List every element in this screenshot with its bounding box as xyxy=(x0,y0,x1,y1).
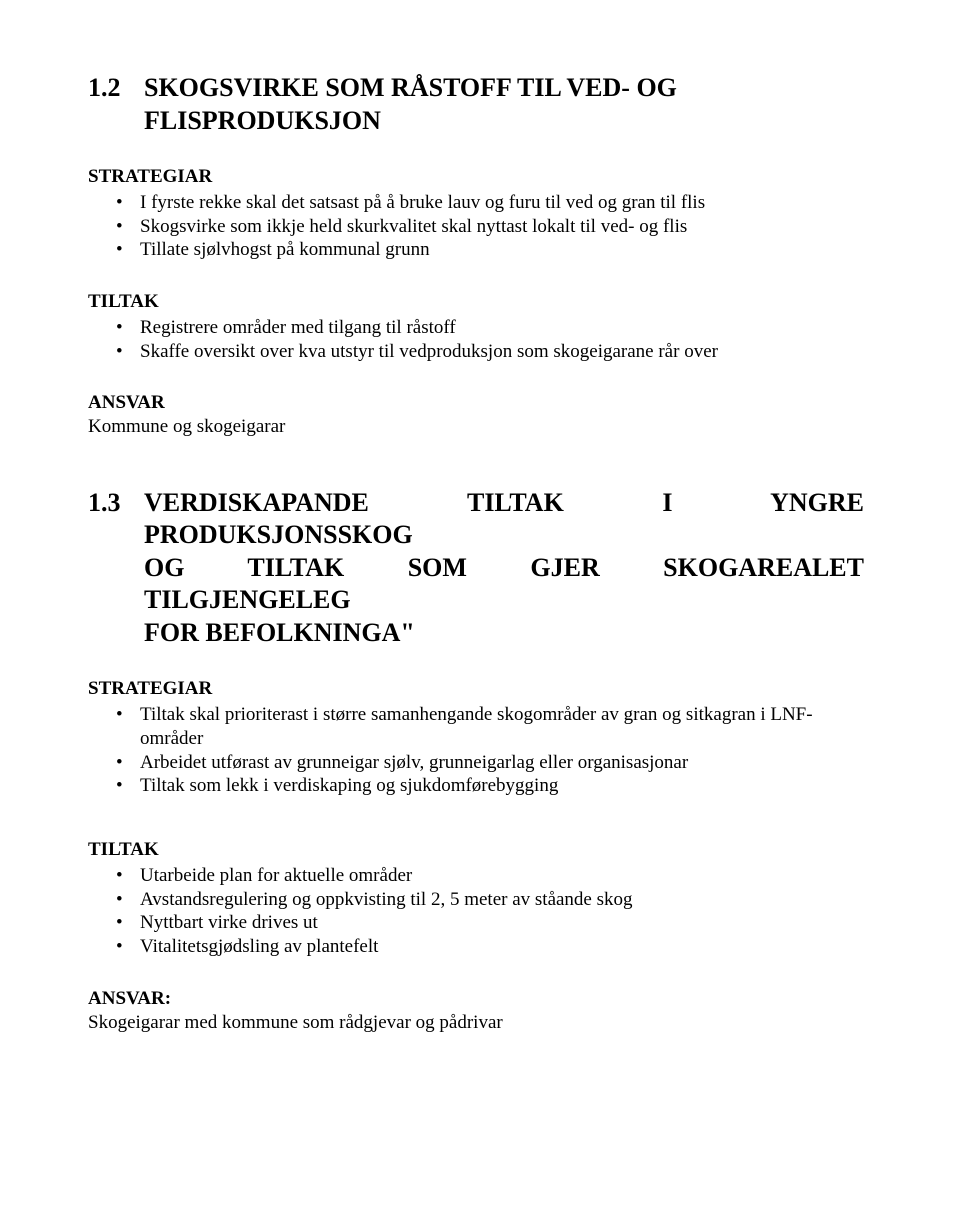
ansvar-block: ANSVAR Kommune og skogeigarar xyxy=(88,391,872,439)
tiltak-heading: TILTAK xyxy=(88,290,872,314)
list-item: Skogsvirke som ikkje held skurkvalitet s… xyxy=(116,215,872,239)
list-item: Avstandsregulering og oppkvisting til 2,… xyxy=(116,888,872,912)
list-item: Utarbeide plan for aktuelle områder xyxy=(116,864,872,888)
ansvar-heading: ANSVAR: xyxy=(88,987,872,1011)
strategiar-list: Tiltak skal prioriterast i større samanh… xyxy=(88,703,872,798)
section-number: 1.3 xyxy=(88,487,144,650)
list-item: I fyrste rekke skal det satsast på å bru… xyxy=(116,191,872,215)
strategiar-heading: STRATEGIAR xyxy=(88,677,872,701)
tiltak-list: Registrere områder med tilgang til råsto… xyxy=(88,316,872,364)
tiltak-heading: TILTAK xyxy=(88,838,872,862)
strategiar-block: STRATEGIAR Tiltak skal prioriterast i st… xyxy=(88,677,872,798)
list-item: Arbeidet utførast av grunneigar sjølv, g… xyxy=(116,751,872,775)
list-item: Vitalitetsgjødsling av plantefelt xyxy=(116,935,872,959)
tiltak-list: Utarbeide plan for aktuelle områder Avst… xyxy=(88,864,872,959)
list-item: Registrere områder med tilgang til råsto… xyxy=(116,316,872,340)
section-title-line: FOR BEFOLKNINGA" xyxy=(144,617,864,650)
list-item: Skaffe oversikt over kva utstyr til vedp… xyxy=(116,340,872,364)
list-item: Tillate sjølvhogst på kommunal grunn xyxy=(116,238,872,262)
section-heading-1-3: 1.3 VERDISKAPANDE TILTAK I YNGRE PRODUKS… xyxy=(88,487,872,650)
list-item: Tiltak som lekk i verdiskaping og sjukdo… xyxy=(116,774,872,798)
ansvar-block: ANSVAR: Skogeigarar med kommune som rådg… xyxy=(88,987,872,1035)
ansvar-text: Skogeigarar med kommune som rådgjevar og… xyxy=(88,1011,872,1035)
list-item: Nyttbart virke drives ut xyxy=(116,911,872,935)
strategiar-heading: STRATEGIAR xyxy=(88,165,872,189)
ansvar-heading: ANSVAR xyxy=(88,391,872,415)
section-title-line: FLISPRODUKSJON xyxy=(144,105,677,138)
strategiar-list: I fyrste rekke skal det satsast på å bru… xyxy=(88,191,872,262)
section-heading-1-2: 1.2 SKOGSVIRKE SOM RÅSTOFF TIL VED- OG F… xyxy=(88,72,872,137)
section-title-line: OG TILTAK SOM GJER SKOGAREALET TILGJENGE… xyxy=(144,552,864,617)
tiltak-block: TILTAK Registrere områder med tilgang ti… xyxy=(88,290,872,363)
section-title: VERDISKAPANDE TILTAK I YNGRE PRODUKSJONS… xyxy=(144,487,864,650)
strategiar-block: STRATEGIAR I fyrste rekke skal det satsa… xyxy=(88,165,872,262)
section-title-line: SKOGSVIRKE SOM RÅSTOFF TIL VED- OG xyxy=(144,72,677,105)
list-item: Tiltak skal prioriterast i større samanh… xyxy=(116,703,872,751)
ansvar-text: Kommune og skogeigarar xyxy=(88,415,872,439)
tiltak-block: TILTAK Utarbeide plan for aktuelle områd… xyxy=(88,838,872,959)
section-title: SKOGSVIRKE SOM RÅSTOFF TIL VED- OG FLISP… xyxy=(144,72,677,137)
section-title-line: VERDISKAPANDE TILTAK I YNGRE PRODUKSJONS… xyxy=(144,487,864,552)
section-number: 1.2 xyxy=(88,72,144,137)
